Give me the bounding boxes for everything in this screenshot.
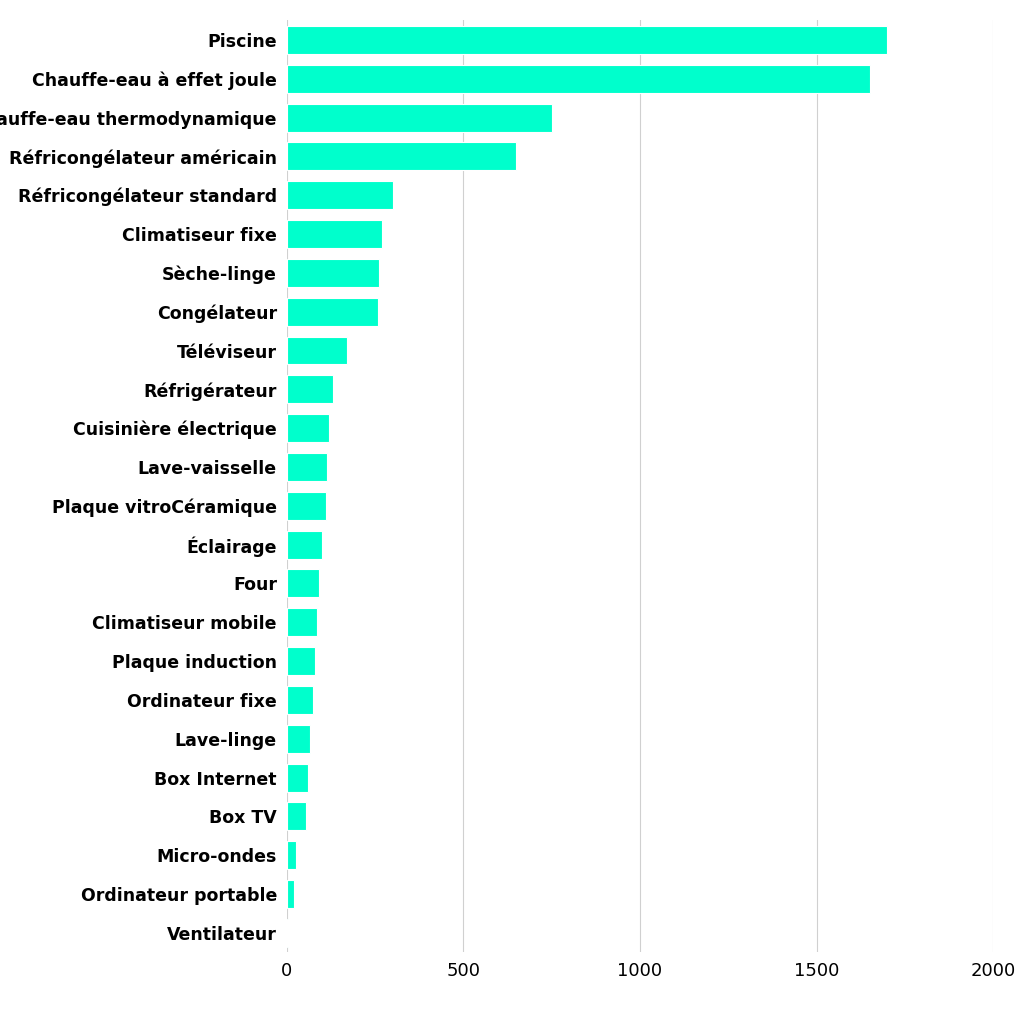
Bar xyxy=(287,647,315,675)
Bar xyxy=(287,608,316,636)
Bar xyxy=(287,453,328,481)
Bar xyxy=(287,880,294,908)
Bar xyxy=(287,103,552,131)
Bar xyxy=(287,414,329,442)
Bar xyxy=(287,337,347,365)
Bar xyxy=(287,725,309,753)
Bar xyxy=(287,65,869,93)
Bar xyxy=(287,181,393,209)
Bar xyxy=(287,803,306,830)
Bar xyxy=(287,569,318,597)
Bar xyxy=(287,259,379,287)
Bar xyxy=(287,220,382,248)
Bar xyxy=(287,142,516,170)
Bar xyxy=(287,842,296,869)
Bar xyxy=(287,686,313,714)
Bar xyxy=(287,298,378,326)
Bar xyxy=(287,376,333,403)
Bar xyxy=(287,530,322,559)
Bar xyxy=(287,26,887,54)
Bar xyxy=(287,764,308,792)
Bar xyxy=(287,492,326,520)
Bar xyxy=(287,919,289,947)
